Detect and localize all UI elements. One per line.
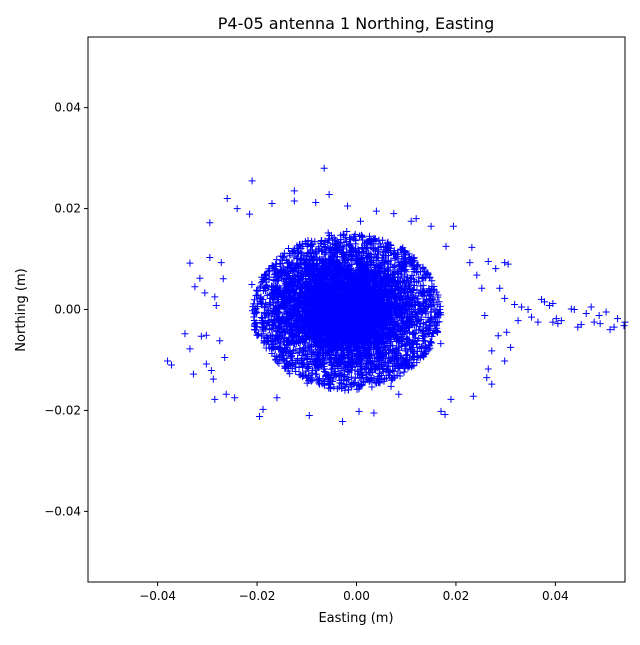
data-point xyxy=(278,335,286,343)
data-point xyxy=(343,227,351,235)
data-point xyxy=(345,343,353,351)
data-point xyxy=(331,240,339,248)
data-point xyxy=(250,313,258,321)
data-point xyxy=(373,344,381,352)
data-point xyxy=(334,347,342,355)
data-point xyxy=(398,317,406,325)
data-point xyxy=(394,273,402,281)
data-point xyxy=(308,369,316,377)
data-point xyxy=(284,245,292,253)
data-point xyxy=(314,364,322,372)
data-point xyxy=(391,269,399,277)
data-point xyxy=(437,340,445,348)
data-point xyxy=(356,232,364,240)
data-point xyxy=(314,351,322,359)
data-point xyxy=(364,376,372,384)
data-point xyxy=(405,315,413,323)
data-point xyxy=(362,370,370,378)
data-point xyxy=(355,385,363,393)
data-point xyxy=(363,318,371,326)
data-point xyxy=(386,323,394,331)
data-point xyxy=(322,334,329,342)
data-point xyxy=(383,325,391,333)
data-point xyxy=(303,332,311,340)
data-point xyxy=(396,372,404,380)
data-point xyxy=(436,302,444,310)
data-point xyxy=(285,334,293,342)
data-point xyxy=(337,313,345,321)
data-point xyxy=(407,311,415,319)
data-point xyxy=(374,344,382,352)
points-layer xyxy=(164,164,629,426)
data-point xyxy=(313,310,321,318)
data-point xyxy=(347,269,355,277)
data-point xyxy=(304,351,312,359)
data-point xyxy=(410,356,418,364)
data-point xyxy=(434,327,442,335)
data-point xyxy=(280,276,288,284)
data-point xyxy=(429,328,437,336)
data-point xyxy=(262,344,270,352)
data-point xyxy=(368,383,376,391)
data-point xyxy=(382,242,390,250)
data-point xyxy=(433,313,441,321)
data-point xyxy=(286,370,294,378)
data-point xyxy=(387,382,395,390)
data-point xyxy=(345,347,353,355)
data-point xyxy=(248,280,256,288)
data-point xyxy=(328,361,336,369)
data-point xyxy=(273,256,281,264)
data-point xyxy=(405,250,413,258)
data-point xyxy=(320,284,328,292)
data-point xyxy=(365,272,373,280)
data-point xyxy=(257,279,265,287)
data-point xyxy=(341,286,349,294)
data-point xyxy=(337,298,345,306)
data-point xyxy=(328,365,336,373)
data-point xyxy=(262,300,270,308)
data-point xyxy=(398,292,406,300)
data-point xyxy=(289,271,297,279)
data-point xyxy=(308,321,316,329)
data-point xyxy=(315,379,323,387)
data-point xyxy=(333,296,341,304)
data-point xyxy=(333,362,341,370)
data-point xyxy=(421,337,429,345)
data-point xyxy=(386,346,394,354)
data-point xyxy=(404,364,412,372)
data-point xyxy=(391,352,399,360)
data-point xyxy=(372,309,380,317)
data-point xyxy=(292,289,300,297)
data-point xyxy=(418,332,426,340)
data-point xyxy=(275,359,283,367)
data-point xyxy=(263,333,271,341)
data-point xyxy=(403,323,411,331)
data-point xyxy=(292,368,300,376)
data-point xyxy=(412,313,420,321)
data-point xyxy=(327,286,335,294)
data-point xyxy=(401,345,409,353)
data-point xyxy=(340,232,348,240)
data-point xyxy=(402,347,410,355)
